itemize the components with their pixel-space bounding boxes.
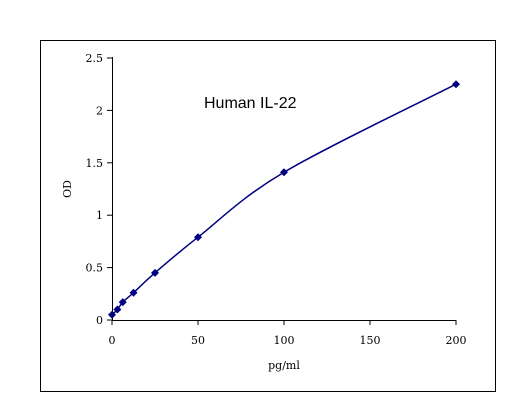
data-point-marker — [194, 233, 202, 242]
y-tick-label: 0 — [96, 314, 103, 327]
data-point-marker — [280, 168, 288, 177]
x-tick-label: 50 — [191, 334, 205, 347]
data-point-marker — [151, 268, 159, 277]
y-tick-label: 0.5 — [86, 262, 104, 275]
series-markers — [108, 80, 460, 319]
x-tick-label: 150 — [360, 334, 381, 347]
chart-title: Human IL-22 — [204, 95, 297, 112]
data-point-marker — [118, 298, 127, 307]
y-axis-label: OD — [61, 180, 74, 198]
x-tick-label: 100 — [274, 334, 295, 347]
x-ticks: 0 50 100 150 200 — [109, 320, 467, 347]
data-point-marker — [129, 288, 138, 297]
y-ticks: 0 0.5 1 1.5 2 2.5 — [86, 52, 112, 327]
y-tick-label: 1 — [96, 209, 103, 222]
data-point-marker — [108, 310, 116, 319]
data-point-marker — [452, 80, 460, 89]
y-tick-label: 2.5 — [86, 52, 104, 65]
data-point-marker — [113, 305, 122, 314]
chart-frame — [40, 40, 496, 392]
y-tick-label: 1.5 — [86, 157, 104, 170]
y-tick-label: 2 — [96, 104, 103, 117]
x-axis-label: pg/ml — [268, 359, 300, 372]
x-tick-label: 200 — [446, 334, 467, 347]
x-tick-label: 0 — [109, 334, 116, 347]
